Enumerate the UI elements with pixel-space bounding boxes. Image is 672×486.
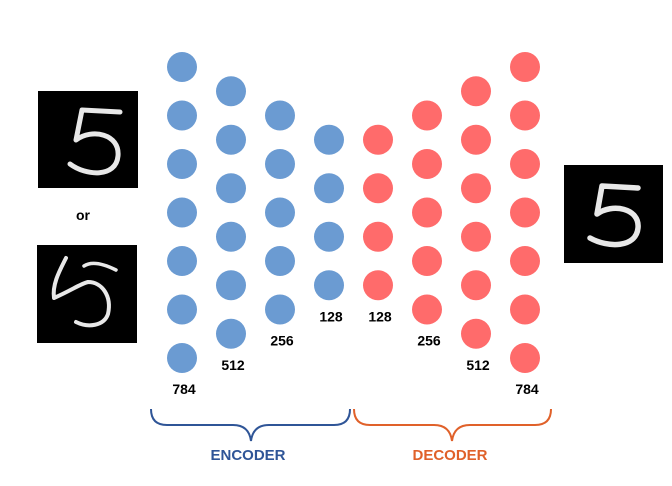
encoder-layer-4-node bbox=[314, 124, 344, 155]
decoder-layer-2-node bbox=[412, 197, 442, 228]
decoder-layer-4-node bbox=[510, 52, 540, 82]
encoder-layer-2-node bbox=[216, 76, 246, 107]
encoder-layer-1-node bbox=[167, 52, 197, 82]
network-layers: 784 512 256 128 128 256 512 784 bbox=[167, 52, 540, 397]
output-image bbox=[564, 165, 663, 263]
encoder-layer-3-node bbox=[265, 294, 295, 325]
encoder-layer-4-node bbox=[314, 221, 344, 252]
encoder-brace bbox=[150, 408, 351, 442]
encoder-layer-2-node bbox=[216, 124, 246, 155]
encoder-layer-1-node bbox=[167, 343, 197, 373]
encoder-layer-3-size-label: 256 bbox=[270, 333, 294, 349]
encoder-layer-1-node bbox=[167, 100, 197, 131]
input-image-top bbox=[38, 91, 138, 188]
encoder-layer-3-node bbox=[265, 197, 295, 228]
decoder-layer-4-node bbox=[510, 294, 540, 325]
decoder-brace bbox=[353, 408, 552, 442]
decoder-layer-4-node bbox=[510, 246, 540, 276]
decoder-layer-4-node bbox=[510, 343, 540, 373]
or-label: or bbox=[76, 207, 91, 223]
encoder-layer-1-size-label: 784 bbox=[172, 381, 196, 397]
encoder-layer-3-node bbox=[265, 100, 295, 131]
encoder-label: ENCODER bbox=[210, 447, 285, 464]
decoder-layer-1-node bbox=[363, 173, 393, 204]
encoder-layer-4-size-label: 128 bbox=[319, 308, 343, 324]
decoder-layer-4-node bbox=[510, 100, 540, 131]
decoder-layer-4-node bbox=[510, 149, 540, 179]
encoder-layer-4-node bbox=[314, 173, 344, 204]
decoder-layer-3-node bbox=[461, 221, 491, 252]
encoder-layer-3-node bbox=[265, 149, 295, 179]
decoder-layer-2-size-label: 256 bbox=[417, 333, 441, 349]
decoder-layer-1-node bbox=[363, 124, 393, 155]
decoder-layer-2-node bbox=[412, 100, 442, 131]
encoder-layer-1-node bbox=[167, 149, 197, 179]
encoder-layer-1-node bbox=[167, 197, 197, 228]
encoder-layer-2-node bbox=[216, 270, 246, 301]
decoder-layer-1-node bbox=[363, 270, 393, 301]
encoder-layer-4-node bbox=[314, 270, 344, 301]
encoder-layer-2-node bbox=[216, 318, 246, 349]
decoder-layer-1-size-label: 128 bbox=[368, 308, 392, 324]
decoder-layer-1-node bbox=[363, 221, 393, 252]
decoder-layer-4-size-label: 784 bbox=[515, 381, 539, 397]
encoder-layer-2-node bbox=[216, 173, 246, 204]
decoder-label: DECODER bbox=[412, 447, 487, 464]
decoder-layer-2-node bbox=[412, 149, 442, 179]
input-image-bottom bbox=[37, 245, 137, 343]
decoder-layer-4-node bbox=[510, 197, 540, 228]
encoder-layer-1-node bbox=[167, 294, 197, 325]
decoder-layer-2-node bbox=[412, 246, 442, 276]
decoder-layer-3-node bbox=[461, 318, 491, 349]
decoder-layer-3-node bbox=[461, 270, 491, 301]
decoder-layer-2-node bbox=[412, 294, 442, 325]
decoder-layer-3-node bbox=[461, 76, 491, 107]
decoder-layer-3-node bbox=[461, 124, 491, 155]
encoder-layer-2-node bbox=[216, 221, 246, 252]
encoder-layer-3-node bbox=[265, 246, 295, 276]
encoder-layer-1-node bbox=[167, 246, 197, 276]
decoder-layer-3-node bbox=[461, 173, 491, 204]
encoder-layer-2-size-label: 512 bbox=[221, 357, 245, 373]
decoder-layer-3-size-label: 512 bbox=[466, 357, 490, 373]
